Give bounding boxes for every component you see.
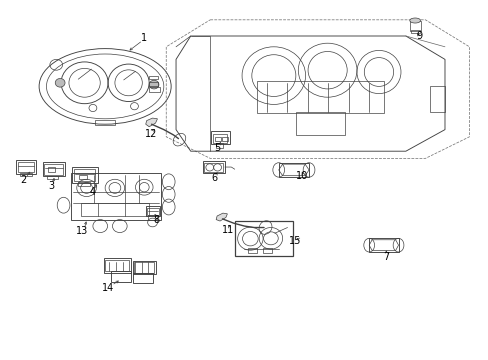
Bar	[204, 163, 223, 172]
Bar	[133, 273, 152, 283]
Text: 4: 4	[90, 186, 96, 197]
Bar	[18, 162, 34, 172]
Bar	[133, 261, 156, 274]
Bar	[111, 271, 130, 282]
Bar	[78, 182, 90, 186]
Bar	[95, 120, 115, 125]
Bar	[74, 169, 95, 181]
Bar	[215, 137, 221, 141]
Bar	[216, 143, 223, 148]
Ellipse shape	[55, 78, 65, 87]
Bar	[410, 30, 419, 33]
Bar	[278, 163, 308, 177]
Text: 2: 2	[20, 175, 26, 185]
Ellipse shape	[409, 18, 420, 23]
Bar	[81, 203, 149, 216]
Bar	[149, 82, 158, 86]
Bar	[409, 21, 420, 31]
Bar	[145, 206, 160, 216]
Bar	[263, 248, 271, 253]
Bar	[222, 137, 227, 141]
Bar	[44, 164, 63, 175]
Bar	[48, 167, 55, 172]
Bar	[149, 76, 158, 79]
Text: 13: 13	[76, 226, 88, 236]
Bar	[295, 112, 344, 135]
Text: 9: 9	[416, 31, 422, 41]
Text: 11: 11	[222, 225, 234, 235]
Text: 3: 3	[48, 181, 54, 191]
Text: 5: 5	[214, 143, 220, 153]
Polygon shape	[145, 118, 157, 127]
Bar	[134, 262, 154, 273]
Text: 6: 6	[211, 173, 217, 183]
Bar	[211, 131, 229, 144]
Bar	[368, 238, 398, 252]
Bar	[234, 221, 293, 256]
Bar	[103, 258, 130, 273]
Bar	[16, 160, 36, 174]
Bar	[79, 175, 87, 179]
Bar	[148, 215, 157, 220]
Text: 14: 14	[102, 283, 115, 293]
Bar	[248, 248, 257, 253]
Bar	[20, 173, 32, 176]
Bar	[256, 81, 383, 113]
Bar	[42, 162, 65, 176]
Bar	[147, 208, 159, 215]
Text: 12: 12	[145, 129, 158, 139]
Text: 8: 8	[153, 215, 159, 225]
Bar	[71, 173, 161, 220]
Text: 15: 15	[288, 236, 301, 246]
Text: 1: 1	[141, 33, 147, 43]
Text: 7: 7	[383, 252, 388, 262]
Bar	[212, 134, 227, 143]
Text: 10: 10	[295, 171, 308, 181]
Bar	[203, 161, 224, 173]
Bar	[47, 176, 58, 179]
Ellipse shape	[149, 80, 159, 89]
Polygon shape	[216, 213, 227, 221]
Bar	[105, 260, 128, 271]
Bar	[72, 167, 98, 183]
Bar	[149, 87, 160, 92]
